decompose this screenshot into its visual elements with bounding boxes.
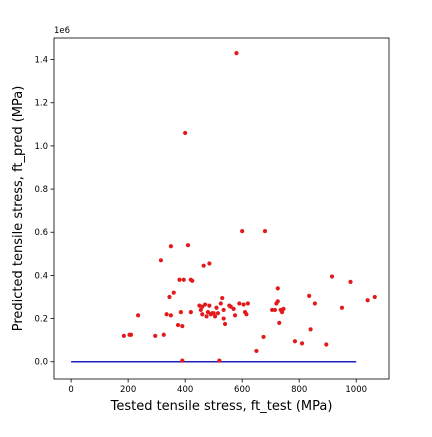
data-point <box>365 298 370 303</box>
x-tick-label: 0 <box>68 385 73 395</box>
x-tick-label: 400 <box>177 385 193 395</box>
data-point <box>183 130 188 136</box>
data-point <box>180 324 185 329</box>
data-point <box>262 229 268 234</box>
data-point <box>203 302 208 307</box>
data-point <box>215 311 221 316</box>
data-point <box>188 309 193 315</box>
data-point <box>158 258 164 263</box>
data-point <box>171 290 176 295</box>
data-point <box>221 307 226 313</box>
data-point <box>272 307 278 313</box>
y-tick-label: 1.4 <box>34 56 48 66</box>
x-tick-label: 200 <box>120 385 136 395</box>
data-point <box>214 305 219 310</box>
data-point <box>281 306 286 311</box>
data-point <box>218 301 223 306</box>
y-tick-label: 0.8 <box>34 185 48 195</box>
x-axis-ticks: 0 200 400 600 800 1000 <box>68 379 367 395</box>
data-point <box>299 341 305 346</box>
x-tick-label: 1000 <box>345 385 367 395</box>
data-point <box>307 293 312 299</box>
data-point <box>241 302 246 307</box>
data-point <box>161 332 166 337</box>
data-point <box>153 333 158 338</box>
data-point <box>212 314 218 319</box>
data-point <box>292 339 298 344</box>
y-tick-label: 0.4 <box>34 271 48 281</box>
data-point <box>220 295 225 301</box>
data-point <box>207 261 212 266</box>
data-point <box>205 309 211 315</box>
y-axis-ticks: 0.0 0.2 0.4 0.6 0.8 1.0 1.2 1.4 <box>34 56 54 368</box>
y-axis-label: Predicted tensile stress, ft_pred (MPa) <box>11 86 26 332</box>
data-point <box>308 327 313 332</box>
data-point <box>164 312 169 317</box>
data-point <box>237 301 242 306</box>
data-point <box>275 286 280 291</box>
data-point <box>200 312 205 317</box>
data-point <box>175 322 181 328</box>
y-tick-label: 0.2 <box>34 315 48 325</box>
data-point <box>277 320 282 325</box>
data-point <box>221 316 226 321</box>
data-point <box>190 278 195 283</box>
data-point <box>177 277 182 282</box>
data-point <box>207 303 212 308</box>
data-point <box>128 332 134 337</box>
data-point <box>222 321 228 327</box>
y-tick-label: 1.0 <box>34 142 48 152</box>
data-point <box>231 306 236 311</box>
data-point <box>168 244 173 249</box>
data-point <box>261 334 266 340</box>
x-axis-label: Tested tensile stress, ft_test (MPa) <box>110 399 333 414</box>
y-tick-label: 0.6 <box>34 228 48 238</box>
plot-area <box>71 51 377 363</box>
y-axis-offset-label: 1e6 <box>54 26 70 36</box>
data-point <box>168 313 173 318</box>
data-point <box>245 301 250 306</box>
data-point <box>181 277 186 282</box>
data-point <box>121 333 126 338</box>
data-point <box>244 312 249 317</box>
data-point <box>232 313 238 318</box>
data-point <box>217 358 222 363</box>
data-point <box>372 294 377 300</box>
data-point <box>178 309 183 315</box>
data-point <box>228 304 233 309</box>
data-point <box>339 305 345 310</box>
data-point <box>180 358 185 363</box>
data-point <box>329 274 335 279</box>
data-point <box>204 314 209 319</box>
data-point <box>279 309 285 315</box>
data-point <box>201 263 206 268</box>
data-point <box>254 348 259 354</box>
data-point <box>240 229 245 234</box>
data-point <box>324 342 329 347</box>
data-point <box>275 299 280 304</box>
data-point <box>167 294 172 300</box>
y-tick-label: 1.2 <box>34 99 48 109</box>
x-tick-label: 600 <box>234 385 250 395</box>
x-tick-label: 800 <box>291 385 307 395</box>
data-point <box>234 51 239 56</box>
axes-frame <box>53 37 390 380</box>
data-point <box>136 313 141 318</box>
data-point <box>312 301 317 306</box>
data-point <box>185 243 191 248</box>
data-point <box>198 307 203 313</box>
data-point <box>200 304 205 309</box>
data-point <box>348 279 353 284</box>
data-point <box>211 311 216 316</box>
y-tick-label: 0.0 <box>34 358 48 368</box>
